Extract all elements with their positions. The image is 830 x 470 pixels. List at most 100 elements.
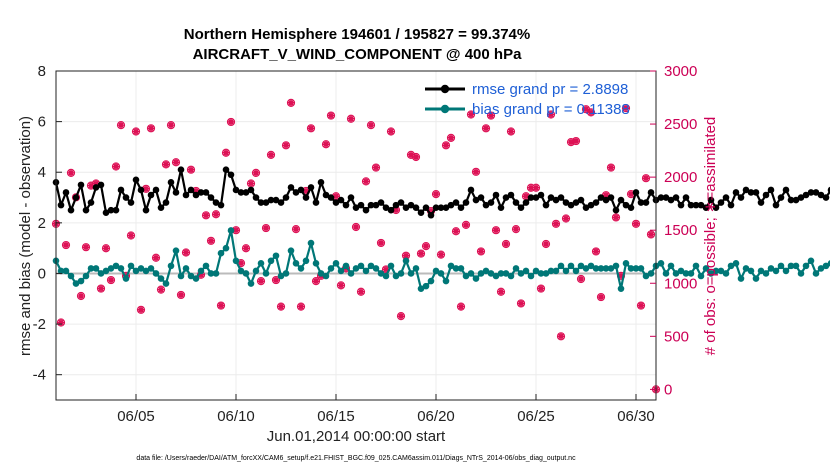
rmse-point (687, 201, 695, 209)
rmse-point (697, 201, 705, 209)
rmse-point (577, 196, 585, 204)
nobs-assimilated-marker (427, 207, 435, 215)
rmse-point (747, 189, 755, 196)
nobs-assimilated-marker (112, 162, 120, 171)
rmse-point (312, 199, 320, 206)
y-tick-label-left: 0 (38, 265, 46, 282)
rmse-point (62, 189, 70, 196)
nobs-assimilated-marker (77, 292, 85, 300)
rmse-point (347, 194, 355, 201)
rmse-point (402, 204, 410, 211)
nobs-assimilated-marker (227, 118, 235, 126)
rmse-point (197, 189, 205, 196)
rmse-point (622, 201, 630, 209)
bias-point (367, 262, 375, 270)
nobs-assimilated-marker (132, 127, 140, 136)
nobs-assimilated-marker (197, 271, 205, 279)
nobs-assimilated-marker (152, 254, 160, 262)
bias-point (107, 265, 115, 272)
bias-point (482, 267, 490, 275)
nobs-assimilated-marker (567, 138, 575, 146)
bias-point (712, 267, 720, 275)
bias-point (167, 262, 175, 270)
nobs-assimilated-marker (632, 220, 640, 228)
nobs-assimilated-marker (477, 247, 485, 256)
rmse-point (742, 186, 750, 194)
bias-point (352, 265, 360, 272)
bias-point (747, 267, 755, 275)
nobs-assimilated-marker (432, 190, 440, 198)
nobs-assimilated-marker (82, 243, 90, 251)
bias-point (412, 265, 420, 272)
bias-point (777, 262, 785, 270)
nobs-assimilated-marker (417, 249, 425, 258)
bias-series (52, 227, 830, 292)
rmse-point (627, 204, 635, 211)
rmse-point (667, 196, 675, 204)
bias-point (707, 270, 715, 277)
bias-point (762, 270, 770, 277)
nobs-assimilated-marker (582, 105, 590, 113)
nobs-assimilated-marker (92, 179, 100, 188)
rmse-point (162, 199, 170, 206)
nobs-assimilated-marker (347, 115, 355, 123)
nobs-assimilated-marker (612, 213, 620, 222)
bias-point (557, 262, 565, 270)
nobs-assimilated-marker (277, 303, 285, 311)
rmse-point (797, 194, 805, 201)
rmse-point (372, 201, 380, 209)
rmse-point (72, 194, 80, 201)
nobs-assimilated-marker (97, 284, 105, 293)
rmse-point (282, 194, 290, 201)
nobs-assimilated-marker (507, 127, 515, 136)
bias-point (637, 265, 645, 272)
nobs-assimilated-marker (167, 121, 175, 129)
bias-point (102, 267, 110, 275)
bias-point (767, 265, 775, 272)
nobs-assimilated-marker (557, 332, 565, 340)
y-tick-label-left: 2 (38, 215, 46, 232)
chart-title-line1: Northern Hemisphere 194601 / 195827 = 99… (184, 26, 530, 43)
bias-point (432, 267, 440, 275)
bias-point (502, 270, 510, 277)
bias-point (807, 257, 815, 265)
rmse-point (557, 194, 565, 201)
nobs-assimilated-marker (437, 251, 445, 259)
nobs-assimilated-marker (572, 137, 580, 145)
bias-point (647, 270, 655, 277)
rmse-point (412, 204, 420, 211)
bias-point (242, 270, 250, 277)
bias-point (177, 272, 185, 280)
nobs-assimilated-marker (102, 244, 110, 252)
rmse-point (302, 194, 310, 201)
rmse-point (397, 199, 405, 206)
legend-bias-text: bias grand pr = 0.11388 (472, 101, 630, 118)
rmse-point (367, 201, 375, 209)
bias-point (422, 282, 430, 290)
rmse-point (157, 204, 165, 211)
bias-point (592, 265, 600, 272)
nobs-assimilated-marker (487, 111, 495, 120)
rmse-point (257, 199, 265, 206)
nobs-assimilated-marker (242, 244, 250, 252)
nobs-assimilated-marker (647, 230, 655, 239)
rmse-point (307, 184, 315, 191)
rmse-point (437, 204, 445, 211)
bias-point (212, 270, 220, 277)
y-axis-label-right: # of obs: o=possible; ∗=assimilated (702, 117, 719, 356)
rmse-point (107, 206, 115, 214)
nobs-assimilated-marker (157, 286, 165, 294)
nobs-assimilated-marker (392, 206, 400, 214)
bias-point (562, 267, 570, 275)
rmse-point (712, 204, 720, 211)
bias-point (302, 257, 310, 265)
nobs-assimilated-marker (292, 225, 300, 233)
bias-point (72, 280, 80, 287)
rmse-point (612, 206, 620, 214)
bias-point (262, 270, 270, 277)
nobs-assimilated-marker (467, 110, 475, 119)
rmse-point (562, 199, 570, 206)
x-tick-label: 06/30 (617, 408, 655, 425)
rmse-point (707, 196, 715, 204)
bias-point (342, 262, 350, 270)
